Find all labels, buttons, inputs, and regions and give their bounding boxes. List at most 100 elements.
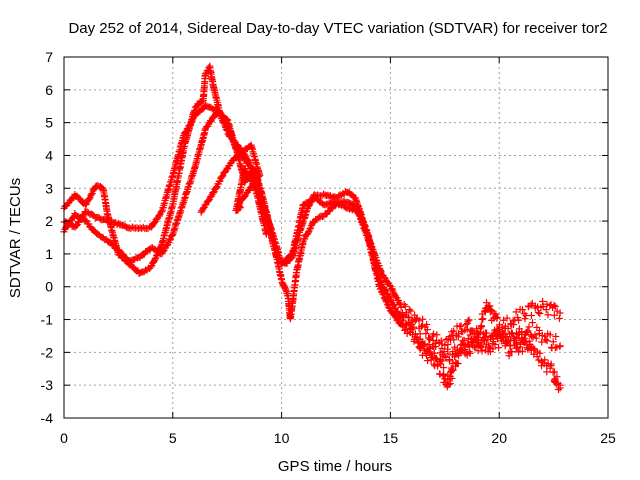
data-point	[528, 332, 536, 340]
data-point	[486, 302, 494, 310]
data-point	[465, 316, 473, 324]
data-point	[542, 336, 550, 344]
data-point	[423, 320, 431, 328]
data-point	[539, 302, 547, 310]
data-point	[512, 308, 520, 316]
data-point	[556, 342, 564, 350]
data-points	[60, 62, 564, 393]
data-point	[185, 122, 193, 130]
data-point	[167, 235, 175, 243]
data-point	[518, 347, 526, 355]
data-point	[550, 301, 558, 309]
data-point	[495, 344, 503, 352]
data-point	[114, 246, 122, 254]
data-point	[144, 225, 152, 233]
data-point	[423, 326, 431, 334]
data-point	[79, 212, 87, 220]
data-point	[542, 306, 550, 314]
data-point	[546, 331, 554, 339]
data-point	[536, 310, 544, 318]
data-point	[493, 314, 501, 322]
data-point	[456, 323, 464, 331]
data-point	[464, 335, 472, 343]
data-point	[503, 314, 511, 322]
data-point	[437, 337, 445, 345]
data-point	[433, 331, 441, 339]
data-point	[534, 308, 542, 316]
data-point	[430, 349, 438, 357]
data-point	[445, 356, 453, 364]
data-point	[464, 317, 472, 325]
data-point	[466, 331, 474, 339]
data-point	[444, 350, 452, 358]
data-point	[206, 118, 214, 126]
data-point	[407, 307, 415, 315]
data-point	[487, 306, 495, 314]
data-point	[181, 128, 189, 136]
data-point	[477, 324, 485, 332]
data-point	[395, 299, 403, 307]
data-point	[147, 263, 155, 271]
data-point	[388, 285, 396, 293]
data-point	[441, 341, 449, 349]
data-point	[472, 325, 480, 333]
data-point	[166, 236, 174, 244]
data-point	[555, 314, 563, 322]
data-point	[483, 299, 491, 307]
data-point	[515, 348, 523, 356]
data-point	[399, 313, 407, 321]
grid-lines	[64, 57, 608, 418]
data-point	[139, 223, 147, 231]
data-point	[538, 338, 546, 346]
data-point	[478, 322, 486, 330]
data-point	[151, 255, 159, 263]
data-point	[419, 315, 427, 323]
data-point	[425, 334, 433, 342]
data-point	[515, 316, 523, 324]
data-point	[401, 302, 409, 310]
data-point	[479, 315, 487, 323]
data-point	[152, 216, 160, 224]
data-point	[440, 352, 448, 360]
data-point	[430, 330, 438, 338]
chart-title: Day 252 of 2014, Sidereal Day-to-day VTE…	[68, 20, 607, 37]
data-point	[460, 336, 468, 344]
data-point	[73, 222, 81, 230]
data-point	[499, 316, 507, 324]
data-point	[188, 117, 196, 125]
data-point	[516, 343, 524, 351]
data-point	[483, 329, 491, 337]
data-point	[551, 302, 559, 310]
data-point	[150, 219, 158, 227]
data-point	[528, 319, 536, 327]
data-point	[163, 242, 171, 250]
data-point	[524, 327, 532, 335]
data-point	[322, 210, 330, 218]
data-point	[527, 311, 535, 319]
data-point	[450, 327, 458, 335]
data-point	[450, 336, 458, 344]
data-point	[304, 228, 312, 236]
data-point	[531, 331, 539, 339]
data-point	[82, 216, 90, 224]
data-point	[552, 332, 560, 340]
data-point	[222, 115, 230, 123]
data-point	[550, 311, 558, 319]
data-point	[525, 323, 533, 331]
data-point	[391, 292, 399, 300]
data-point	[518, 306, 526, 314]
data-point	[463, 325, 471, 333]
data-point	[397, 303, 405, 311]
data-point	[405, 306, 413, 314]
data-point	[521, 315, 529, 323]
data-point	[544, 311, 552, 319]
data-point	[85, 195, 93, 203]
data-point	[478, 315, 486, 323]
data-point	[386, 281, 394, 289]
data-point	[504, 324, 512, 332]
data-point	[444, 341, 452, 349]
data-point	[128, 223, 136, 231]
data-point	[432, 343, 440, 351]
